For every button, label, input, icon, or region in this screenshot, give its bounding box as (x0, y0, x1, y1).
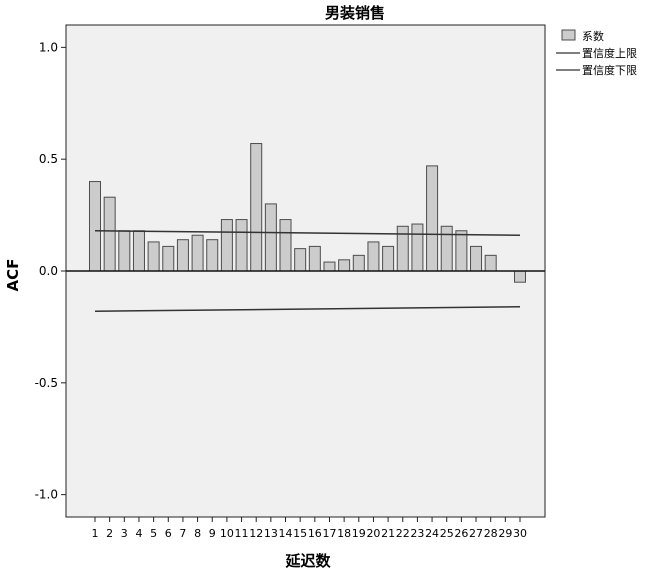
acf-bar (103, 196, 116, 272)
x-tick-label: 25 (440, 527, 454, 540)
acf-bar (250, 143, 263, 272)
bars-layer (89, 143, 526, 283)
acf-bar (220, 219, 233, 272)
x-tick-label: 1 (92, 527, 99, 540)
acf-bar (396, 225, 409, 272)
x-tick-label: 26 (454, 527, 468, 540)
acf-bar (162, 245, 175, 272)
x-tick-label: 4 (135, 527, 142, 540)
x-ticks-layer: 1 2 3 4 5 6 7 8 9 10 11 12 13 14 15 16 17 18 19 20 21 22 23 24 2… (92, 517, 527, 540)
x-tick-label: 20 (366, 527, 380, 540)
acf-bar (191, 234, 204, 272)
x-tick-label: 16 (308, 527, 322, 540)
chart-title: 男装销售 (325, 4, 385, 22)
x-tick-label: 24 (425, 527, 439, 540)
legend-swatch-bars (561, 29, 576, 41)
acf-bar (484, 254, 497, 272)
x-tick-label: 17 (322, 527, 336, 540)
acf-bar (206, 239, 219, 272)
acf-bar (411, 223, 424, 272)
acf-bar (118, 230, 131, 272)
x-axis-label: 延迟数 (284, 552, 331, 570)
x-tick-label: 15 (293, 527, 307, 540)
x-tick-label: 10 (220, 527, 234, 540)
x-tick-label: 7 (179, 527, 186, 540)
x-tick-label: 5 (150, 527, 157, 540)
acf-bar (323, 261, 336, 272)
x-tick-label: 19 (352, 527, 366, 540)
x-tick-label: 13 (264, 527, 278, 540)
y-tick-label: 1.0 (39, 40, 58, 54)
acf-bar (132, 230, 145, 272)
y-ticks-layer: 1.0 0.5 0.0 -0.5 -1.0 (35, 40, 66, 502)
legend-label-bars: 系数 (582, 30, 604, 43)
acf-bar (89, 181, 101, 272)
acf-bar (514, 270, 526, 283)
confidence-lines-layer (66, 229, 545, 313)
x-tick-label: 14 (279, 527, 293, 540)
acf-bar (176, 239, 189, 272)
confidence-upper-line (94, 229, 521, 236)
x-tick-label: 21 (381, 527, 395, 540)
acf-bar (147, 241, 160, 272)
acf-bar (440, 225, 453, 272)
acf-bar (338, 259, 351, 272)
x-tick-label: 22 (396, 527, 410, 540)
x-tick-label: 28 (484, 527, 498, 540)
x-tick-label: 2 (106, 527, 113, 540)
acf-bar (426, 165, 439, 272)
x-tick-label: 18 (337, 527, 351, 540)
x-tick-label: 29 (498, 527, 512, 540)
x-tick-label: 11 (235, 527, 249, 540)
x-tick-label: 6 (165, 527, 172, 540)
legend-label-lower: 置信度下限 (582, 63, 637, 77)
acf-bar (367, 241, 380, 272)
y-tick-label: -1.0 (35, 488, 58, 502)
confidence-lower-line (94, 306, 521, 313)
x-tick-label: 30 (513, 527, 527, 540)
acf-bar (352, 254, 365, 272)
y-tick-label: -0.5 (35, 376, 58, 390)
acf-bar (264, 203, 277, 272)
acf-bar (294, 248, 307, 272)
x-tick-label: 8 (194, 527, 201, 540)
y-tick-label: 0.5 (39, 152, 58, 166)
x-tick-label: 3 (121, 527, 128, 540)
x-tick-label: 27 (469, 527, 483, 540)
acf-bar (382, 245, 395, 272)
acf-bar (470, 245, 483, 272)
acf-bar (279, 219, 292, 272)
x-tick-label: 12 (249, 527, 263, 540)
acf-bar (455, 230, 468, 272)
acf-bar (308, 245, 321, 272)
legend: 系数 置信度上限 置信度下限 (556, 29, 637, 77)
y-tick-label: 0.0 (39, 264, 58, 278)
y-axis-label: ACF (4, 259, 22, 292)
legend-label-upper: 置信度上限 (582, 46, 637, 60)
acf-bar (235, 219, 248, 272)
x-tick-label: 23 (410, 527, 424, 540)
x-tick-label: 9 (209, 527, 216, 540)
